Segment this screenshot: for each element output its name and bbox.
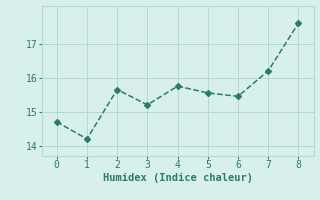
X-axis label: Humidex (Indice chaleur): Humidex (Indice chaleur) (103, 173, 252, 183)
